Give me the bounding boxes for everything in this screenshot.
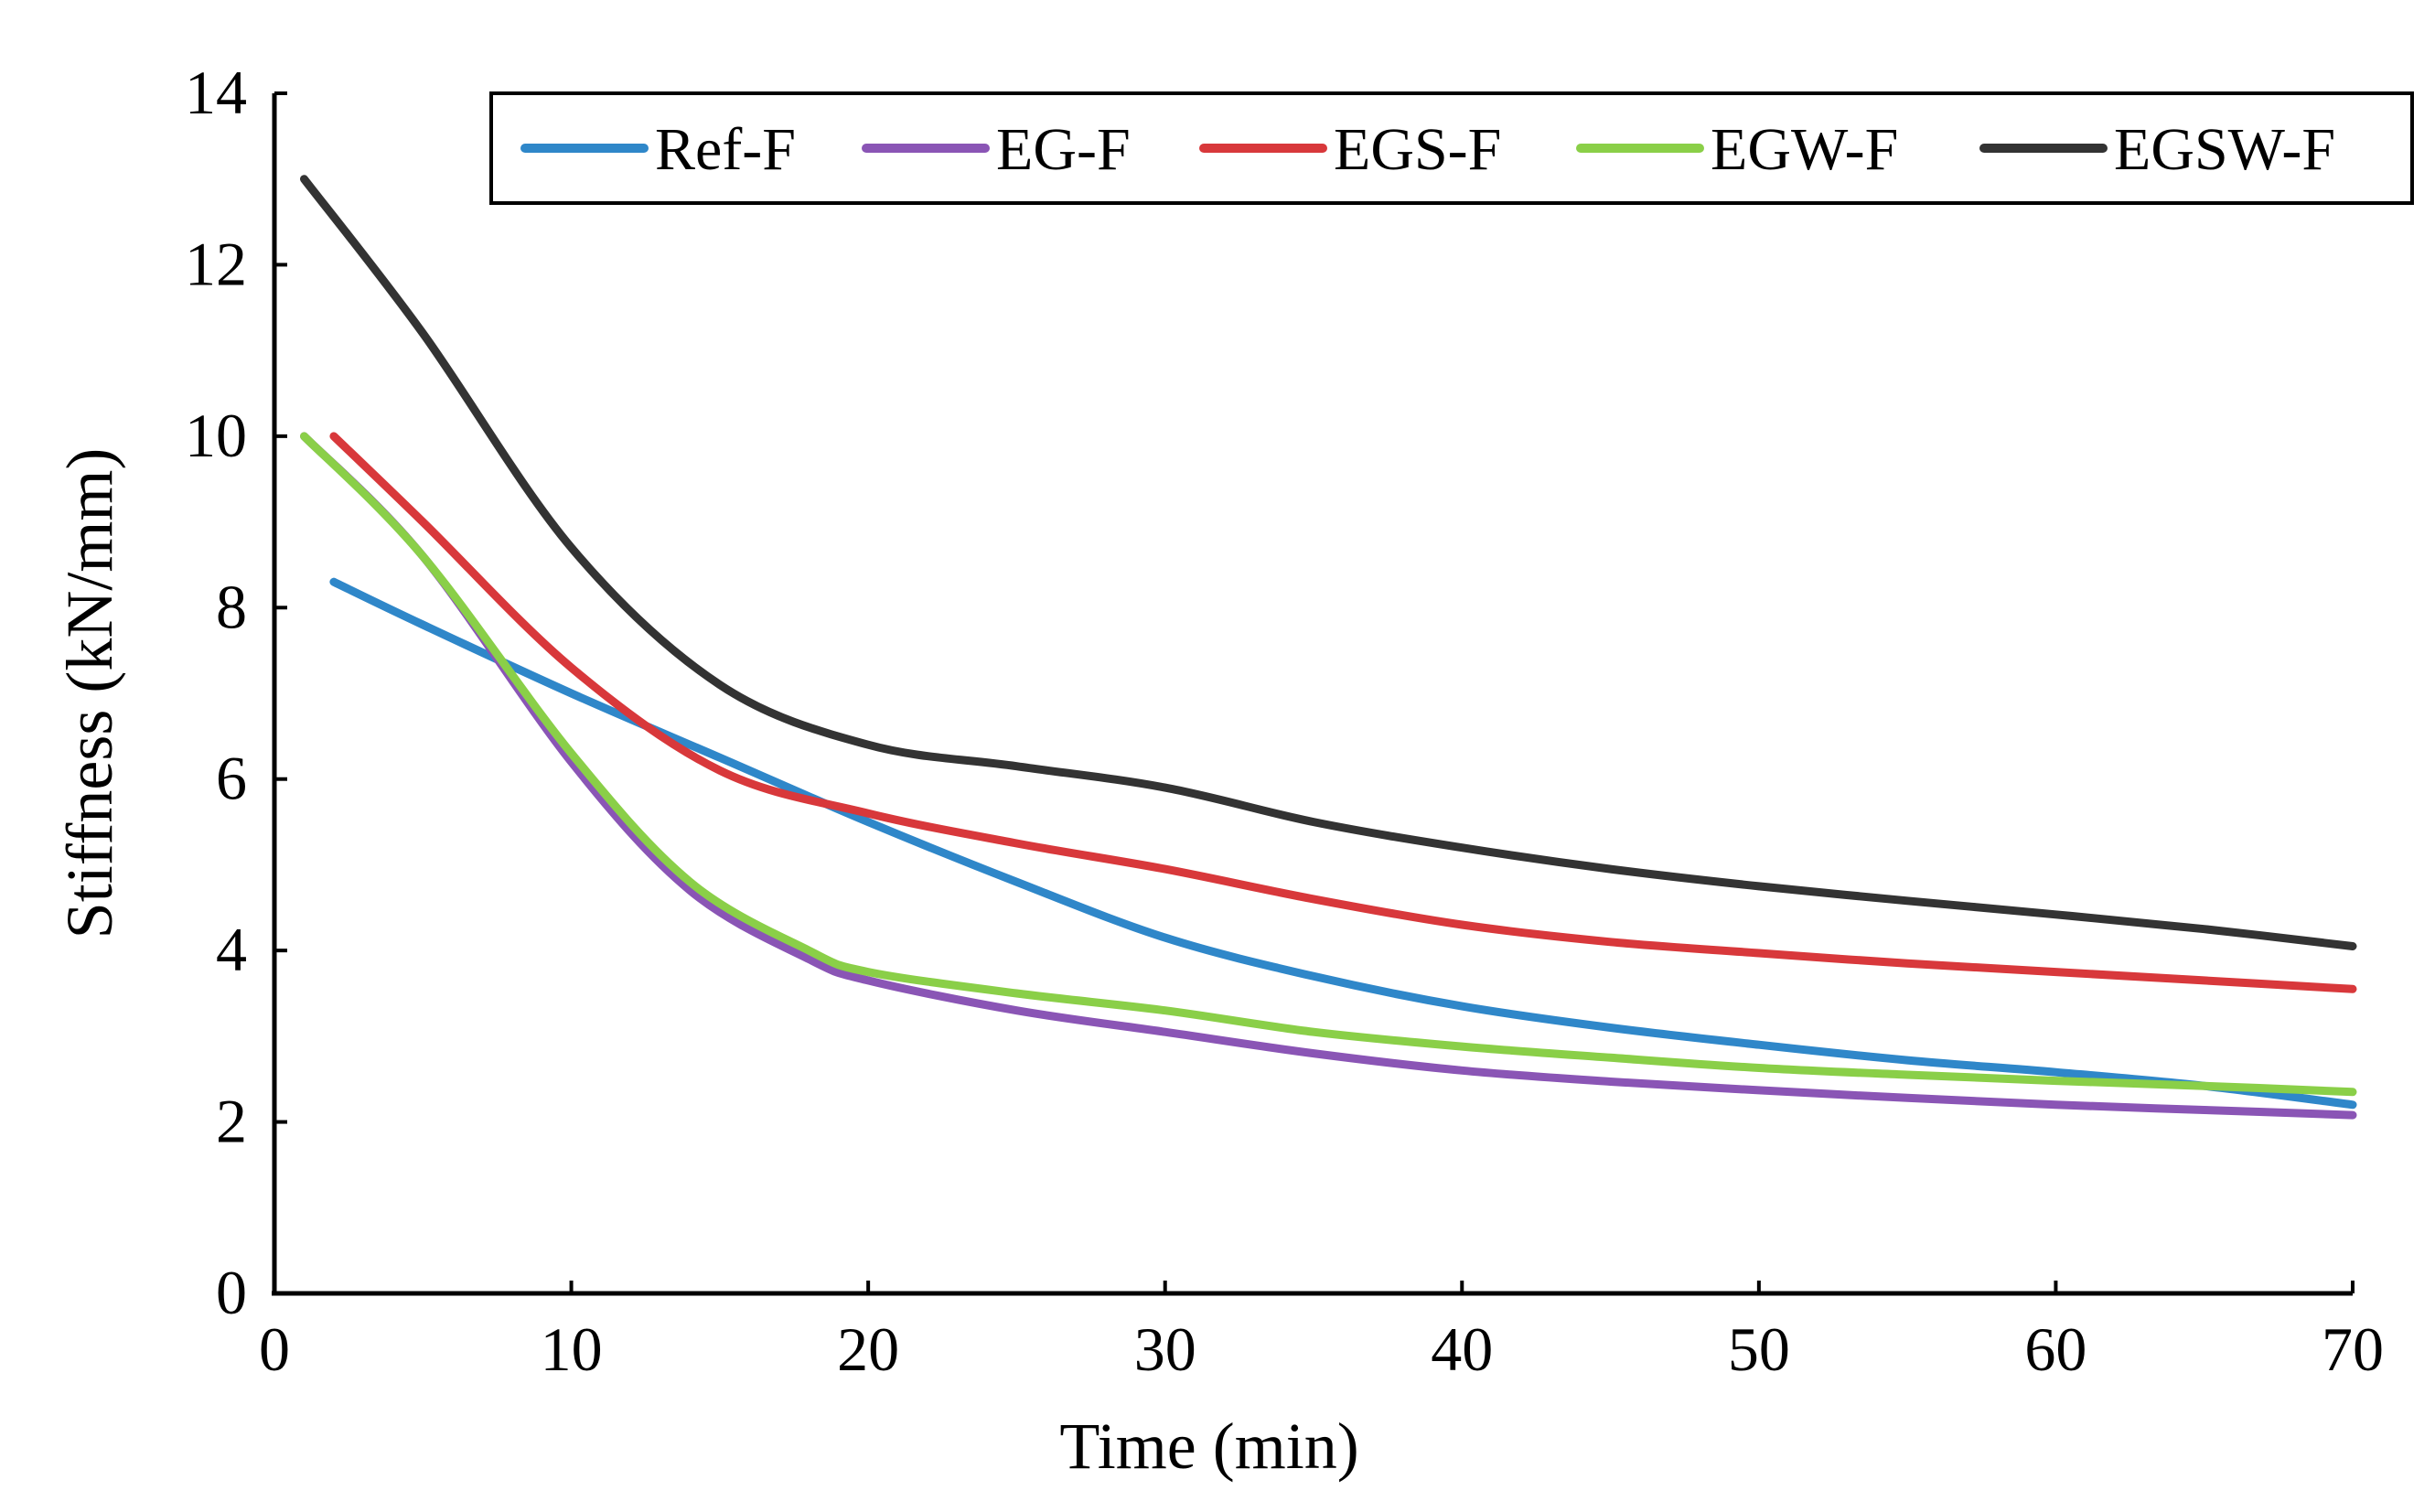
x-axis-title: Time (min) (1059, 1410, 1358, 1483)
x-tick-label: 50 (1728, 1314, 1790, 1384)
y-tick-label: 14 (185, 58, 247, 127)
y-tick-label: 12 (185, 229, 247, 298)
legend: Ref-F EG-F EGS-F EGW-F EGSW-F (489, 91, 2414, 205)
y-tick-label: 8 (216, 572, 247, 641)
x-tick-label: 60 (2024, 1314, 2086, 1384)
y-axis-title: Stiffness (kN/mm) (53, 448, 126, 939)
legend-label-egs-f: EGS-F (1334, 116, 1501, 183)
y-tick-label: 0 (216, 1258, 247, 1327)
ticks: 0 10 20 30 40 50 60 70 0 2 4 6 8 10 12 14 (185, 58, 2384, 1384)
legend-label-ref-f: Ref-F (655, 116, 796, 183)
series-line-egw-f (300, 432, 2357, 1097)
legend-label-egsw-f: EGSW-F (2114, 116, 2335, 183)
series-layer (300, 175, 2357, 1120)
axes (272, 93, 2353, 1296)
legend-label-eg-f: EG-F (996, 116, 1131, 183)
series-line-egsw-f (300, 175, 2357, 950)
legend-label-egw-f: EGW-F (1711, 116, 1898, 183)
x-tick-label: 0 (259, 1314, 290, 1384)
y-tick-label: 4 (216, 915, 247, 984)
series-line-egs-f (329, 432, 2357, 993)
x-tick-label: 20 (837, 1314, 899, 1384)
y-tick-label: 6 (216, 744, 247, 813)
x-tick-label: 30 (1134, 1314, 1196, 1384)
series-line-ref-f (329, 577, 2357, 1110)
x-tick-label: 10 (541, 1314, 603, 1384)
series-line-eg-f (300, 432, 2357, 1120)
x-tick-label: 70 (2322, 1314, 2384, 1384)
y-tick-label: 2 (216, 1087, 247, 1156)
x-tick-label: 40 (1431, 1314, 1493, 1384)
y-tick-label: 10 (185, 401, 247, 470)
